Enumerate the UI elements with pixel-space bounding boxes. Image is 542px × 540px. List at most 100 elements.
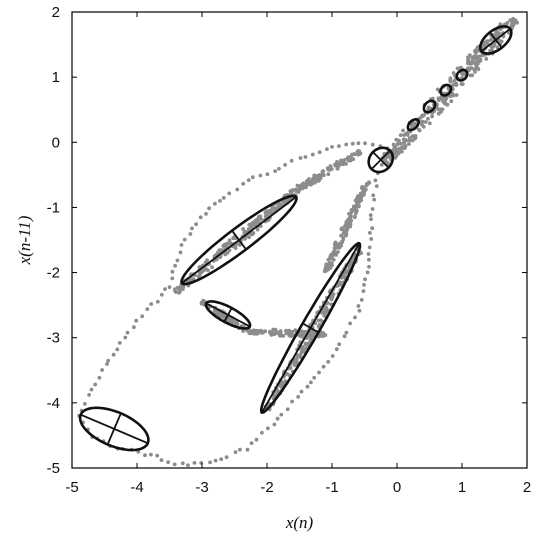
cluster-point — [221, 244, 226, 249]
cluster-point — [410, 138, 415, 143]
cluster-point — [399, 141, 403, 146]
trajectory-point — [337, 144, 341, 149]
cluster-ellipse — [439, 83, 453, 97]
trajectory-point — [480, 53, 485, 58]
trajectory-point — [299, 389, 304, 394]
cluster-point — [249, 331, 253, 336]
cluster-point — [420, 119, 425, 124]
cluster-point — [333, 240, 338, 245]
cluster-point — [335, 166, 340, 171]
trajectory-point — [192, 461, 197, 465]
cluster-point — [396, 151, 401, 156]
trajectory-point — [245, 447, 250, 452]
ellipse-minor-axis — [489, 31, 503, 49]
cluster-point — [255, 227, 260, 232]
trajectory-point — [334, 347, 339, 352]
cluster-point — [385, 160, 390, 165]
cluster-point — [436, 111, 441, 116]
cluster-point — [488, 38, 493, 42]
cluster-point — [196, 274, 201, 279]
cluster-point — [265, 211, 270, 215]
trajectory-point — [275, 416, 280, 421]
cluster-point — [231, 236, 236, 241]
trajectory-point — [289, 158, 294, 163]
cluster-point — [309, 332, 314, 336]
trajectory-point — [241, 181, 246, 186]
cluster-point — [300, 345, 305, 349]
cluster-point — [401, 128, 405, 133]
trajectory-point — [246, 178, 251, 183]
trajectory-point — [194, 222, 199, 227]
trajectory-point — [93, 382, 98, 387]
cluster-point — [361, 189, 365, 194]
trajectory-point — [87, 393, 91, 397]
trajectory-point — [379, 162, 384, 167]
cluster-point — [250, 232, 255, 237]
trajectory-point — [219, 457, 224, 462]
cluster-point — [295, 354, 300, 359]
cluster-point — [360, 185, 365, 190]
trajectory-point — [265, 172, 270, 177]
trajectory-point — [159, 292, 164, 297]
trajectory-point — [163, 287, 167, 291]
cluster-point — [298, 353, 303, 357]
trajectory-point — [170, 276, 175, 281]
trajectory-point — [249, 441, 254, 445]
cluster-point — [459, 82, 464, 86]
cluster-point — [205, 258, 210, 262]
cluster-point — [427, 121, 432, 126]
y-tick-label: 0 — [52, 134, 60, 151]
cluster-point — [312, 175, 316, 180]
trajectory-point — [238, 447, 242, 452]
cluster-point — [473, 66, 478, 71]
trajectory-point — [100, 368, 104, 372]
cluster-point — [329, 252, 334, 257]
cluster-point — [496, 32, 501, 37]
cluster-point — [426, 116, 430, 121]
trajectory-point — [361, 289, 366, 293]
cluster-point — [410, 134, 415, 139]
cluster-point — [473, 69, 477, 74]
cluster-point — [402, 137, 407, 142]
trajectory-point — [167, 285, 172, 289]
cluster-point — [468, 62, 472, 66]
trajectory-point — [140, 314, 145, 319]
trajectory-point — [178, 250, 183, 255]
ellipse-minor-axis — [223, 307, 233, 323]
cluster-point — [324, 310, 328, 315]
cluster-point — [449, 99, 454, 104]
cluster-point — [177, 289, 182, 294]
cluster-point — [454, 82, 459, 87]
trajectory-point — [330, 145, 334, 149]
trajectory-point — [272, 422, 277, 427]
trajectory-point — [370, 226, 375, 231]
cluster-point — [443, 102, 448, 106]
trajectory-point — [155, 453, 160, 458]
cluster-point — [172, 287, 177, 292]
trajectory-point — [83, 402, 87, 406]
cluster-point — [326, 172, 331, 177]
cluster-point — [338, 158, 343, 163]
cluster-point — [436, 107, 441, 112]
cluster-point — [358, 192, 363, 197]
trajectory-point — [208, 460, 213, 465]
cluster-point — [340, 240, 345, 244]
trajectory-point — [321, 364, 326, 369]
cluster-point — [466, 55, 470, 60]
x-axis-label: x(n) — [285, 513, 314, 532]
trajectory-point — [198, 215, 203, 220]
cluster-point — [423, 120, 428, 124]
trajectory-point — [188, 232, 193, 236]
trajectory-point — [350, 141, 355, 146]
cluster-point — [241, 329, 246, 333]
trajectory-point — [317, 370, 321, 375]
trajectory-point — [89, 387, 94, 392]
cluster-point — [320, 310, 325, 315]
y-tick-label: 2 — [52, 4, 60, 21]
cluster-point — [337, 280, 342, 285]
trajectory-point — [369, 237, 374, 241]
trajectory-point — [370, 207, 375, 211]
trajectory-point — [186, 463, 190, 468]
trajectory-point — [373, 178, 378, 183]
x-tick-label: -5 — [65, 479, 78, 496]
